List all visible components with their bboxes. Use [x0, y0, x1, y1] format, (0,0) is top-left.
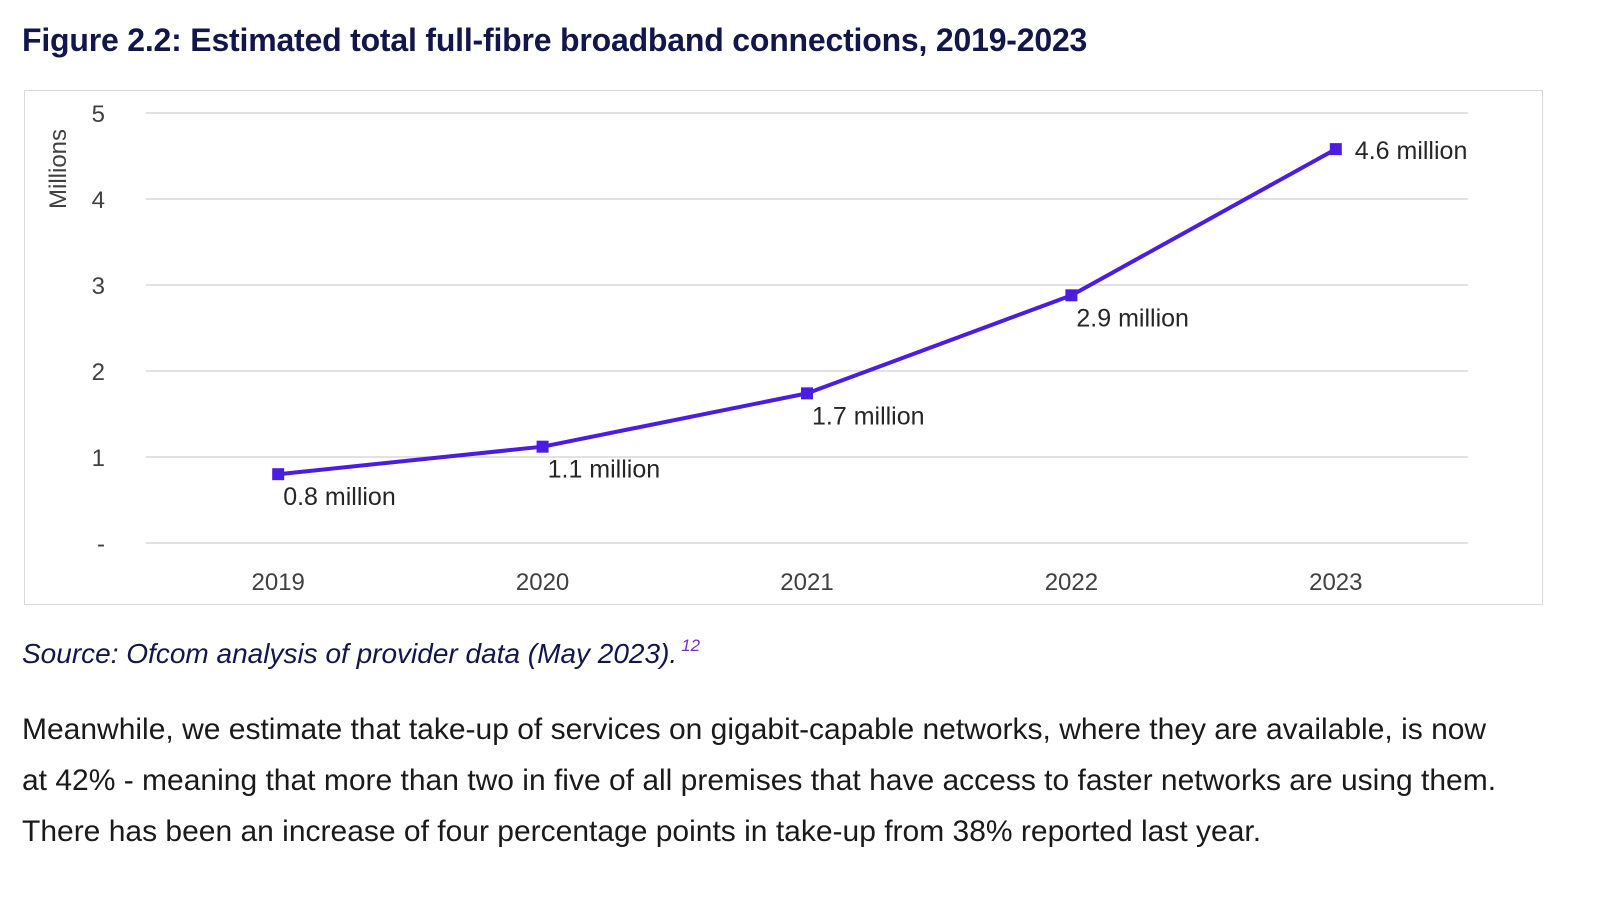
data-label: 0.8 million	[283, 483, 396, 511]
source-note: Source: Ofcom analysis of provider data …	[22, 636, 700, 670]
y-tick-label: 3	[92, 273, 105, 300]
source-text: Source: Ofcom analysis of provider data …	[22, 638, 678, 669]
data-label: 2.9 million	[1076, 304, 1189, 332]
data-point	[1329, 143, 1342, 156]
x-tick-label: 2021	[780, 569, 833, 596]
data-label: 1.1 million	[548, 456, 661, 484]
y-tick-label: 5	[92, 101, 105, 128]
data-point	[1065, 289, 1078, 302]
data-point	[272, 468, 285, 481]
figure-title: Figure 2.2: Estimated total full-fibre b…	[22, 22, 1088, 58]
data-label: 1.7 million	[812, 402, 925, 430]
footnote-ref[interactable]: 12	[681, 636, 701, 655]
data-point	[536, 440, 549, 453]
x-tick-label: 2023	[1309, 569, 1362, 596]
y-tick-label: 1	[92, 445, 105, 472]
body-paragraph: Meanwhile, we estimate that take-up of s…	[22, 713, 1497, 848]
line-chart: - 1 2 3 4 5 Millions 2019 2020 2021 2022 2023 0.8 mi…	[45, 101, 1468, 596]
y-tick-label: 4	[92, 187, 105, 214]
data-label: 4.6 million	[1355, 137, 1468, 165]
x-tick-label: 2022	[1045, 569, 1098, 596]
y-axis-title: Millions	[45, 129, 72, 209]
y-tick-label: -	[97, 531, 105, 558]
y-tick-label: 2	[92, 359, 105, 386]
chart-area: - 1 2 3 4 5 Millions 2019 2020 2021 2022 2023 0.8 mi…	[24, 90, 1543, 605]
x-tick-label: 2020	[516, 569, 569, 596]
x-tick-label: 2019	[252, 569, 305, 596]
data-point	[801, 387, 813, 400]
